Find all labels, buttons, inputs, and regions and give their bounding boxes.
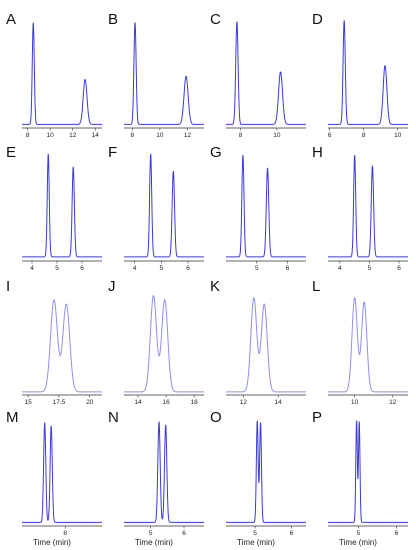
- tick-label-n-1: 6: [182, 530, 186, 537]
- panel-letter-f: F: [108, 144, 117, 161]
- tick-label-c-0: 8: [239, 132, 243, 139]
- tick-label-j-0: 14: [134, 399, 142, 406]
- panel-h: H 4 5 6: [312, 144, 409, 272]
- panel-d: D 6 8 10: [312, 11, 409, 139]
- trace-p: [327, 420, 409, 523]
- tick-label-b-1: 10: [156, 132, 164, 139]
- tick-label-d-1: 8: [362, 132, 366, 139]
- trace-a: [21, 22, 103, 125]
- panel-l: L 10 12: [312, 278, 409, 406]
- panel-g: G 5 6: [210, 144, 307, 272]
- tick-label-o-0: 5: [253, 530, 257, 537]
- panel-e: E 4 5 6: [6, 144, 103, 272]
- tick-label-b-0: 8: [130, 132, 134, 139]
- tick-label-g-1: 6: [286, 265, 290, 272]
- trace-c: [225, 21, 307, 125]
- tick-label-m-0: 8: [63, 530, 67, 537]
- tick-label-i-0: 15: [25, 399, 33, 406]
- tick-label-i-1: 17.5: [53, 399, 66, 406]
- panel-p: P 5 6 Time (min): [312, 409, 409, 547]
- tick-label-h-2: 6: [397, 265, 401, 272]
- tick-label-a-0: 8: [26, 132, 30, 139]
- tick-label-l-1: 12: [389, 399, 397, 406]
- x-axis-title-p: Time (min): [339, 538, 377, 547]
- tick-label-h-0: 4: [338, 265, 342, 272]
- tick-label-k-0: 12: [240, 399, 248, 406]
- x-axis-title-o: Time (min): [237, 538, 275, 547]
- panel-letter-d: D: [312, 11, 323, 28]
- panel-letter-c: C: [210, 11, 221, 28]
- tick-label-j-1: 16: [162, 399, 170, 406]
- tick-label-e-1: 5: [55, 265, 59, 272]
- tick-label-f-2: 6: [186, 265, 190, 272]
- trace-h: [327, 154, 409, 258]
- trace-f: [123, 153, 205, 258]
- panel-letter-a: A: [6, 11, 16, 28]
- tick-label-g-0: 5: [255, 265, 259, 272]
- panel-letter-n: N: [108, 409, 119, 426]
- tick-label-a-2: 12: [69, 132, 77, 139]
- panel-letter-h: H: [312, 144, 323, 161]
- panel-letter-o: O: [210, 409, 222, 426]
- panel-letter-l: L: [312, 278, 320, 295]
- panel-o: O 5 6 Time (min): [210, 409, 307, 547]
- x-axis-title-m: Time (min): [33, 538, 71, 547]
- trace-n: [123, 421, 205, 523]
- panel-a: A 8 10 12 14: [6, 11, 103, 139]
- trace-e: [21, 153, 103, 258]
- tick-label-o-1: 6: [290, 530, 294, 537]
- panel-letter-k: K: [210, 278, 220, 295]
- trace-g: [225, 154, 307, 258]
- panel-letter-g: G: [210, 144, 222, 161]
- tick-label-a-1: 10: [47, 132, 55, 139]
- panel-letter-i: I: [6, 278, 10, 295]
- tick-label-p-1: 6: [395, 530, 399, 537]
- panel-letter-b: B: [108, 11, 118, 28]
- trace-o: [225, 420, 307, 523]
- tick-label-j-2: 18: [191, 399, 199, 406]
- panel-letter-m: M: [6, 409, 19, 426]
- panel-n: N 5 6 Time (min): [108, 409, 205, 547]
- panel-letter-p: P: [312, 409, 322, 426]
- tick-label-d-2: 10: [394, 132, 402, 139]
- panel-i: I 15 17.5 20: [6, 278, 103, 406]
- panel-b: B 8 10 12: [108, 11, 205, 139]
- tick-label-i-2: 20: [86, 399, 94, 406]
- trace-j: [123, 295, 205, 393]
- trace-l: [327, 297, 409, 393]
- tick-label-k-1: 14: [275, 399, 283, 406]
- panel-k: K 12 14: [210, 278, 307, 406]
- trace-k: [225, 297, 307, 393]
- tick-label-n-0: 5: [149, 530, 153, 537]
- tick-label-p-0: 5: [357, 530, 361, 537]
- trace-i: [21, 299, 103, 393]
- trace-d: [327, 20, 409, 125]
- panel-j: J 14 16 18: [108, 278, 205, 406]
- tick-label-d-0: 6: [328, 132, 332, 139]
- tick-label-b-2: 12: [184, 132, 192, 139]
- tick-label-e-0: 4: [30, 265, 34, 272]
- tick-label-c-1: 10: [273, 132, 281, 139]
- tick-label-l-0: 10: [351, 399, 359, 406]
- trace-b: [123, 22, 205, 125]
- panel-letter-j: J: [108, 278, 116, 295]
- tick-label-a-3: 14: [92, 132, 100, 139]
- tick-label-f-0: 4: [133, 265, 137, 272]
- panel-letter-e: E: [6, 144, 16, 161]
- x-axis-title-n: Time (min): [135, 538, 173, 547]
- tick-label-e-2: 6: [80, 265, 84, 272]
- trace-m: [21, 422, 103, 523]
- tick-label-h-1: 5: [368, 265, 372, 272]
- panel-c: C 8 10: [210, 11, 307, 139]
- panel-f: F 4 5 6: [108, 144, 205, 272]
- tick-label-f-1: 5: [160, 265, 164, 272]
